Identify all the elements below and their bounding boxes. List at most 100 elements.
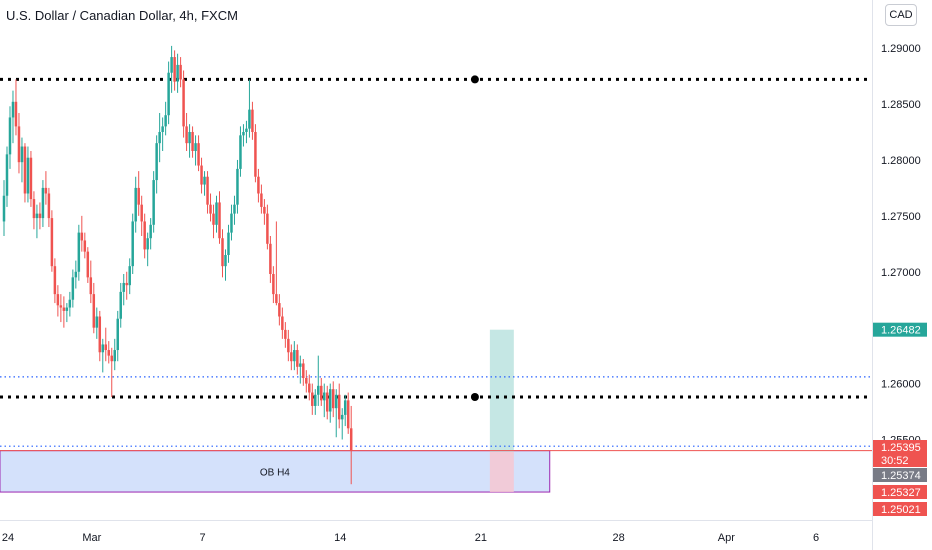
- candle-body: [125, 282, 128, 286]
- candle-body: [53, 266, 57, 295]
- candle-body: [266, 213, 269, 244]
- candle-body: [62, 307, 66, 311]
- candle-body: [122, 282, 125, 292]
- candle-body: [200, 165, 203, 185]
- x-tick-label: 24: [2, 532, 14, 544]
- candle-body: [197, 143, 200, 166]
- candle-body: [326, 392, 329, 412]
- candle-body: [119, 291, 122, 319]
- price-badge-value: 1.25021: [881, 504, 921, 516]
- candle-body: [161, 126, 164, 132]
- zones: OB H4: [0, 329, 551, 493]
- currency-button[interactable]: CAD: [885, 4, 917, 26]
- x-tick-label: 21: [475, 532, 487, 544]
- candle-body: [314, 394, 317, 406]
- candle-body: [74, 271, 78, 278]
- x-tick-label: 28: [612, 532, 624, 544]
- candle-body: [98, 316, 102, 353]
- candle-body: [275, 294, 278, 304]
- candle-body: [230, 213, 233, 233]
- time-axis[interactable]: 24 Mar 7 14 21 28 Apr 6: [0, 520, 872, 545]
- candle-body: [164, 115, 167, 127]
- candle-body: [278, 303, 281, 317]
- candle-body: [263, 206, 266, 214]
- candle-body: [86, 251, 90, 278]
- candle-body: [248, 109, 251, 129]
- x-tick-label: Apr: [718, 532, 735, 544]
- candle-body: [269, 243, 272, 274]
- candle-body: [167, 72, 170, 116]
- candle-body: [2, 195, 6, 222]
- candle-body: [92, 294, 96, 328]
- candle-body: [149, 224, 152, 239]
- candle-body: [236, 168, 239, 205]
- candle-body: [215, 202, 218, 225]
- y-tick-label: 1.26000: [881, 379, 921, 391]
- candle-body: [113, 350, 116, 362]
- price-badge: [873, 468, 927, 482]
- candle-body: [89, 277, 93, 295]
- order-block-zone: [0, 450, 551, 493]
- candle-body: [290, 352, 293, 362]
- candle-body: [293, 350, 296, 362]
- candle-body: [170, 57, 173, 73]
- candle-body: [44, 187, 48, 194]
- candle-body: [349, 428, 353, 451]
- candle-body: [260, 193, 263, 207]
- candle-body: [257, 176, 260, 194]
- candle-body: [143, 221, 146, 250]
- candle-body: [224, 254, 227, 267]
- candle-body: [158, 131, 161, 144]
- candle-body: [343, 400, 347, 415]
- candle-body: [328, 389, 332, 412]
- candle-body: [107, 350, 111, 356]
- candle-body: [323, 392, 326, 401]
- candle-body: [59, 305, 63, 308]
- candle-body: [11, 101, 15, 118]
- candle-body: [227, 232, 230, 255]
- candle-body: [239, 135, 242, 169]
- price-axis[interactable]: 1.290001.285001.280001.275001.270001.265…: [872, 0, 921, 550]
- candle-body: [140, 204, 143, 222]
- candle-body: [65, 307, 69, 311]
- candle-body: [340, 414, 344, 420]
- price-badge: [873, 322, 927, 337]
- candle-body: [194, 143, 197, 151]
- candle-body: [281, 316, 284, 330]
- candle-body: [320, 385, 323, 401]
- candle-body: [346, 400, 350, 429]
- candle-body: [251, 109, 254, 132]
- candle-body: [173, 57, 176, 82]
- target-zone: [489, 329, 514, 452]
- candle-body: [317, 385, 320, 395]
- y-tick-label: 1.27000: [881, 267, 921, 279]
- y-tick-label: 1.28000: [881, 155, 921, 167]
- x-tick-label: 14: [334, 532, 346, 544]
- candle-body: [152, 180, 155, 225]
- candle-body: [203, 176, 206, 185]
- candle-body: [287, 338, 290, 353]
- candle-body: [128, 266, 131, 286]
- candle-body: [337, 394, 341, 420]
- candle-body: [311, 392, 314, 406]
- candle-body: [254, 131, 257, 177]
- stop-zone: [489, 451, 514, 493]
- candle-body: [209, 204, 212, 214]
- candle-body: [8, 117, 12, 155]
- candle-body: [50, 218, 54, 267]
- candle-body: [284, 329, 287, 339]
- candle-body: [116, 318, 119, 351]
- candle-body: [305, 377, 308, 384]
- price-badge-value: 1.26482: [881, 325, 921, 337]
- candle-body: [14, 101, 18, 127]
- candles: [2, 45, 353, 485]
- candle-body: [308, 383, 311, 393]
- candle-body: [242, 131, 245, 136]
- candle-body: [5, 154, 9, 196]
- candle-body: [218, 202, 221, 239]
- candle-body: [146, 238, 149, 250]
- y-tick-label: 1.27500: [881, 211, 921, 223]
- x-tick-label: 6: [813, 532, 819, 544]
- x-tick-label: Mar: [82, 532, 101, 544]
